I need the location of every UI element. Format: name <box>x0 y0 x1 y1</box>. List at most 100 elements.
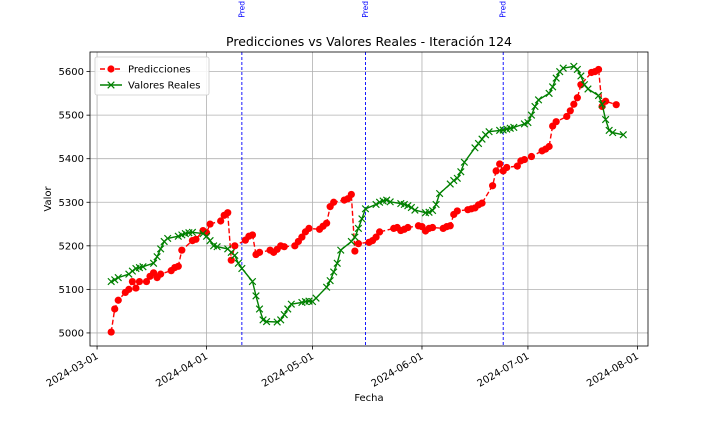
data-point <box>153 252 161 261</box>
data-point <box>489 182 497 190</box>
data-point <box>548 83 557 91</box>
y-tick-label: 5200 <box>59 241 84 252</box>
data-point <box>157 270 165 278</box>
data-point <box>619 131 628 139</box>
data-point <box>298 233 306 241</box>
data-point <box>305 224 313 232</box>
data-point <box>326 276 334 285</box>
y-tick-label: 5600 <box>59 67 84 78</box>
data-point <box>573 94 581 102</box>
data-point <box>142 277 151 286</box>
data-point <box>524 118 532 127</box>
data-point <box>337 246 345 254</box>
data-point <box>411 206 419 214</box>
data-point <box>287 300 296 308</box>
data-point <box>457 168 465 176</box>
data-point <box>252 292 260 300</box>
data-point <box>510 123 518 132</box>
data-point <box>534 96 543 104</box>
data-point <box>594 91 603 100</box>
data-point <box>255 305 264 313</box>
prediction-vline-label: Pred <box>499 1 508 18</box>
chart-title: Predicciones vs Valores Reales - Iteraci… <box>226 34 512 49</box>
data-point <box>386 198 394 206</box>
data-point <box>552 74 560 82</box>
data-point <box>594 65 603 74</box>
x-axis-label: Fecha <box>354 393 383 404</box>
prediction-vline-label: Pred <box>361 1 370 18</box>
data-point <box>598 100 606 108</box>
data-point <box>552 118 560 126</box>
data-point <box>485 127 493 136</box>
prediction-vline-label: Pred <box>237 1 246 18</box>
data-point <box>323 219 331 227</box>
data-point <box>248 277 257 286</box>
series-predicciones <box>107 65 620 336</box>
data-point <box>347 190 355 199</box>
data-point <box>428 206 437 215</box>
data-point <box>110 276 119 284</box>
data-point <box>139 263 147 271</box>
data-point <box>163 234 172 243</box>
data-point <box>404 202 412 210</box>
plot-frame <box>89 51 649 347</box>
data-point <box>358 215 366 223</box>
data-point <box>584 85 592 93</box>
data-point <box>213 242 221 251</box>
data-point <box>322 283 331 291</box>
data-point <box>114 296 122 304</box>
data-point <box>361 205 370 213</box>
data-point <box>612 101 620 109</box>
data-point <box>563 112 571 121</box>
series-valores-reales <box>107 62 628 326</box>
y-tick-label: 5000 <box>59 328 84 339</box>
data-point <box>128 267 137 275</box>
data-point <box>276 316 285 324</box>
data-point <box>149 259 158 267</box>
data-point <box>238 264 246 273</box>
series-line <box>110 65 624 323</box>
y-tick-label: 5500 <box>59 111 84 122</box>
data-point <box>531 102 539 111</box>
data-point <box>513 162 521 170</box>
data-point <box>199 229 207 238</box>
legend-box <box>94 56 210 96</box>
data-point <box>496 160 504 168</box>
data-point <box>435 189 444 198</box>
data-point <box>577 72 585 80</box>
data-point <box>545 142 553 151</box>
data-point <box>453 207 461 215</box>
data-point <box>329 268 338 276</box>
data-point <box>234 259 243 267</box>
y-tick-label: 5300 <box>59 198 84 209</box>
data-point <box>372 233 380 241</box>
data-point <box>312 294 320 302</box>
data-point <box>259 316 267 324</box>
data-point <box>354 224 363 233</box>
data-point <box>478 199 486 207</box>
data-point <box>231 242 239 250</box>
data-point <box>446 222 454 230</box>
data-point <box>601 115 610 124</box>
data-point <box>178 246 186 254</box>
data-point <box>224 209 232 217</box>
data-point <box>375 228 384 236</box>
data-point <box>407 203 416 212</box>
data-point <box>262 317 271 326</box>
data-point <box>188 228 197 237</box>
data-point <box>333 259 341 267</box>
data-point <box>174 262 182 270</box>
data-point <box>566 107 574 115</box>
data-point <box>255 248 264 256</box>
y-axis-label: Valor <box>43 186 54 212</box>
data-point <box>284 305 292 313</box>
data-point <box>280 243 288 251</box>
data-point <box>404 223 412 232</box>
data-point <box>527 111 536 119</box>
data-point <box>217 217 225 225</box>
series-layer <box>107 62 628 336</box>
data-point <box>527 152 536 161</box>
data-point <box>559 64 567 72</box>
data-point <box>125 285 133 293</box>
data-point <box>206 220 214 228</box>
